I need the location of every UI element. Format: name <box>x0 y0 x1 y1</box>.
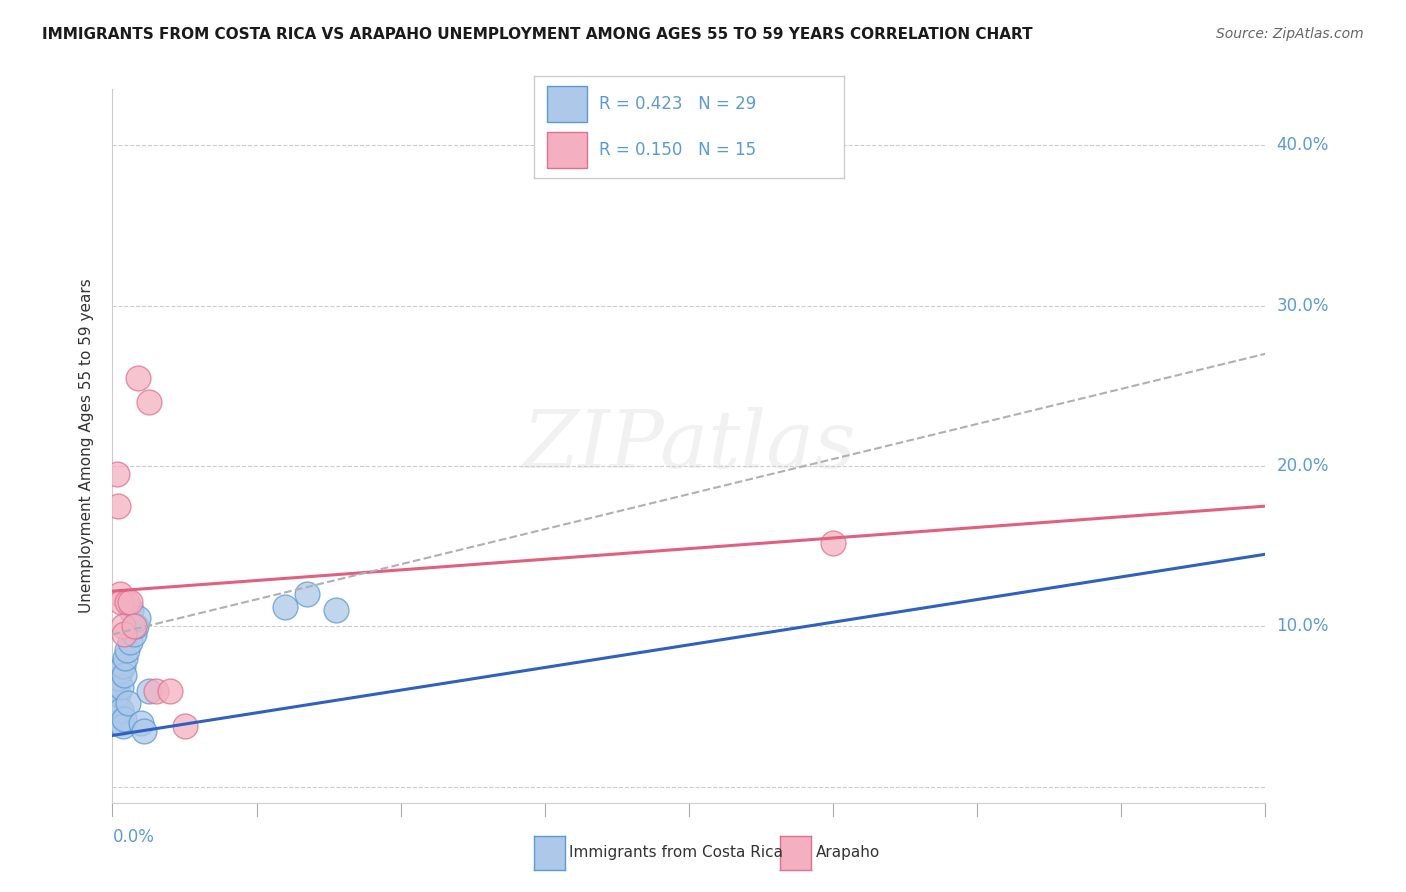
Point <box>110 595 132 609</box>
Text: 30.0%: 30.0% <box>1277 297 1329 315</box>
Point <box>111 619 134 633</box>
Point <box>104 691 127 706</box>
Point <box>117 697 139 711</box>
Point <box>118 595 141 609</box>
Text: R = 0.423   N = 29: R = 0.423 N = 29 <box>599 95 756 112</box>
Point <box>159 683 181 698</box>
Point <box>127 611 149 625</box>
Text: IMMIGRANTS FROM COSTA RICA VS ARAPAHO UNEMPLOYMENT AMONG AGES 55 TO 59 YEARS COR: IMMIGRANTS FROM COSTA RICA VS ARAPAHO UN… <box>42 27 1033 42</box>
Point <box>124 619 146 633</box>
Bar <box>547 132 586 168</box>
Point <box>105 675 128 690</box>
Point <box>138 683 160 698</box>
Point <box>110 681 132 695</box>
Point <box>107 499 129 513</box>
Point <box>104 683 127 698</box>
Point <box>108 665 131 679</box>
Point <box>110 703 132 717</box>
Text: ZIPatlas: ZIPatlas <box>522 408 856 484</box>
Point <box>173 719 195 733</box>
Point <box>105 467 128 481</box>
Point <box>112 627 135 641</box>
Point <box>295 587 318 601</box>
Point <box>274 600 297 615</box>
Point <box>821 536 844 550</box>
Point <box>115 595 138 609</box>
Text: R = 0.150   N = 15: R = 0.150 N = 15 <box>599 141 756 159</box>
Text: Immigrants from Costa Rica: Immigrants from Costa Rica <box>569 846 783 860</box>
Text: Source: ZipAtlas.com: Source: ZipAtlas.com <box>1216 27 1364 41</box>
Point <box>108 587 131 601</box>
Text: 10.0%: 10.0% <box>1277 617 1329 635</box>
Point <box>127 371 149 385</box>
Point <box>115 643 138 657</box>
Point <box>118 635 141 649</box>
Point <box>107 671 129 685</box>
Point <box>134 723 156 738</box>
Point <box>111 719 134 733</box>
Text: Arapaho: Arapaho <box>815 846 880 860</box>
Point <box>120 603 142 617</box>
Point <box>111 659 134 673</box>
Point <box>138 395 160 409</box>
Text: 0.0%: 0.0% <box>112 828 155 846</box>
Point <box>129 715 153 730</box>
Y-axis label: Unemployment Among Ages 55 to 59 years: Unemployment Among Ages 55 to 59 years <box>79 278 94 614</box>
Point <box>122 619 145 633</box>
Point <box>103 707 125 722</box>
Point <box>114 651 136 665</box>
Text: 20.0%: 20.0% <box>1277 457 1329 475</box>
Text: 40.0%: 40.0% <box>1277 136 1329 154</box>
Point <box>325 603 347 617</box>
Point <box>145 683 167 698</box>
Bar <box>547 87 586 122</box>
Point <box>112 713 135 727</box>
Point <box>112 667 135 681</box>
Point <box>107 687 129 701</box>
Point <box>108 715 131 730</box>
Point <box>105 699 128 714</box>
Point <box>122 627 145 641</box>
